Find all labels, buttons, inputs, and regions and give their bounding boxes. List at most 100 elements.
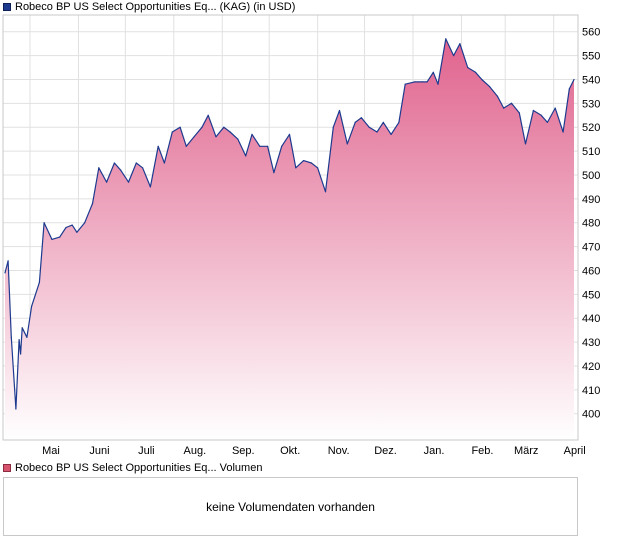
y-tick-label: 430 <box>582 337 600 349</box>
data-point <box>546 121 549 123</box>
x-tick-label: Aug. <box>184 445 207 457</box>
data-point <box>573 78 575 81</box>
data-point <box>149 186 151 188</box>
data-point <box>215 136 217 138</box>
data-point <box>453 55 455 57</box>
y-tick-label: 540 <box>582 74 600 86</box>
data-point <box>7 260 9 262</box>
data-point <box>4 272 6 274</box>
x-tick-label: März <box>514 445 538 457</box>
data-point <box>76 231 78 233</box>
data-point <box>127 181 130 183</box>
data-point <box>445 38 447 40</box>
data-point <box>303 160 305 162</box>
data-point <box>310 162 312 164</box>
data-point <box>267 145 269 147</box>
data-point <box>496 95 498 97</box>
data-point <box>237 138 239 140</box>
x-tick-label: April <box>564 445 586 457</box>
data-point <box>346 143 348 145</box>
data-point <box>273 172 275 174</box>
x-tick-label: Juni <box>89 445 109 457</box>
x-tick-label: Jan. <box>424 445 445 457</box>
data-point <box>185 145 187 147</box>
y-tick-label: 400 <box>582 409 600 421</box>
y-tick-label: 550 <box>582 51 600 63</box>
data-point <box>157 145 159 147</box>
data-point <box>26 336 28 338</box>
data-point <box>324 191 327 193</box>
x-tick-label: Nov. <box>328 445 350 457</box>
y-tick-label: 410 <box>582 385 600 397</box>
data-point <box>376 131 378 133</box>
data-point <box>84 222 86 224</box>
data-point <box>201 126 203 128</box>
data-point <box>354 121 356 123</box>
data-point <box>295 167 297 169</box>
volume-legend-label: Robeco BP US Select Opportunities Eq... … <box>15 462 263 474</box>
data-point <box>317 167 319 169</box>
volume-legend-swatch <box>3 464 11 472</box>
data-point <box>474 71 477 73</box>
data-point <box>489 86 491 88</box>
data-point <box>404 83 406 85</box>
data-point <box>562 131 564 133</box>
data-point <box>288 133 291 135</box>
price-legend-swatch <box>3 3 11 11</box>
x-tick-label: Juli <box>138 445 155 457</box>
data-point <box>459 43 461 45</box>
y-tick-label: 480 <box>582 218 600 230</box>
data-point <box>21 327 23 329</box>
data-point <box>113 162 115 164</box>
data-point <box>426 81 428 83</box>
data-point <box>360 117 362 119</box>
x-tick-label: Okt. <box>280 445 300 457</box>
y-tick-label: 520 <box>582 122 600 134</box>
data-point <box>98 167 100 169</box>
data-point <box>540 114 542 116</box>
y-tick-label: 560 <box>582 27 600 39</box>
price-area <box>5 38 574 441</box>
data-point <box>524 143 527 145</box>
data-point <box>43 222 45 224</box>
data-point <box>135 162 137 164</box>
data-point <box>554 107 556 109</box>
data-point <box>229 131 231 133</box>
data-point <box>251 133 253 135</box>
price-chart: 400 410 420 430 440 450 460 470 480 490 500 510 520 5… <box>2 14 600 457</box>
data-point <box>120 169 122 171</box>
data-point <box>281 145 283 147</box>
data-point <box>467 66 469 69</box>
data-point <box>142 167 144 169</box>
data-point <box>193 136 195 138</box>
data-point <box>51 238 53 240</box>
data-point <box>332 126 334 128</box>
data-point <box>414 81 416 83</box>
data-point <box>259 145 261 147</box>
data-point <box>432 71 434 73</box>
data-point <box>481 78 483 81</box>
data-point <box>421 81 423 83</box>
data-point <box>18 339 20 341</box>
data-point <box>398 121 400 123</box>
y-tick-label: 490 <box>582 194 600 206</box>
data-point <box>518 112 520 114</box>
data-point <box>390 133 392 135</box>
data-point <box>207 114 209 116</box>
data-point <box>163 162 165 164</box>
data-point <box>106 181 108 183</box>
data-point <box>71 224 73 226</box>
x-tick-label: Sep. <box>232 445 255 457</box>
data-point <box>368 126 370 128</box>
data-point <box>171 131 173 133</box>
y-tick-label: 450 <box>582 289 600 301</box>
data-point <box>91 203 94 205</box>
y-tick-label: 420 <box>582 361 600 373</box>
data-point <box>245 155 247 157</box>
price-legend-label: Robeco BP US Select Opportunities Eq... … <box>15 1 296 13</box>
data-point <box>503 107 505 109</box>
y-tick-label: 500 <box>582 170 600 182</box>
data-point <box>31 305 33 307</box>
y-tick-label: 530 <box>582 98 600 110</box>
x-tick-label: Dez. <box>374 445 397 457</box>
